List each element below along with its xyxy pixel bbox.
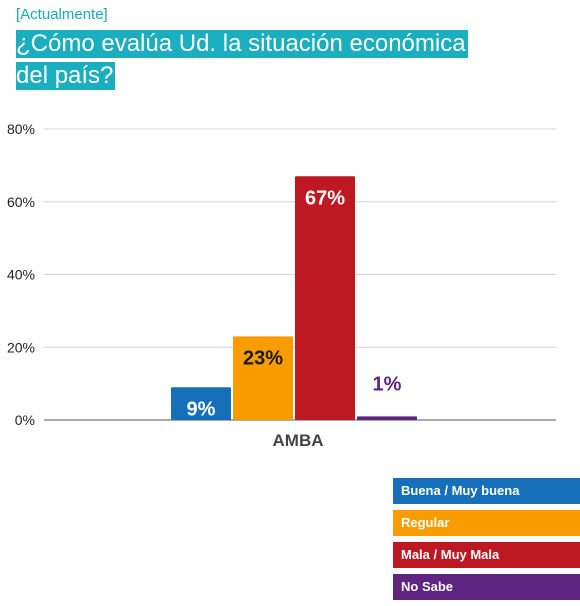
y-tick-label: 80% [7, 121, 35, 137]
bars [171, 176, 417, 420]
y-axis-tick-labels: 0% 20% 40% 60% 80% [7, 121, 35, 428]
legend-item-mala: Mala / Muy Mala [393, 542, 580, 568]
legend-item-buena: Buena / Muy buena [393, 478, 580, 504]
chart-title: ¿Cómo evalúa Ud. la situación económica … [16, 28, 476, 92]
bar-chart: 0% 20% 40% 60% 80% 9% 23% 67% 1% AMBA [7, 121, 556, 450]
chart-subtitle: [Actualmente] [16, 6, 108, 23]
bar [171, 387, 231, 420]
bar [233, 336, 293, 420]
data-label: 1% [373, 373, 402, 395]
x-category-label: AMBA [273, 431, 324, 450]
data-label: 23% [243, 347, 283, 369]
data-label: 9% [187, 398, 216, 420]
data-label: 67% [305, 187, 345, 209]
data-labels: 9% 23% 67% 1% [187, 187, 402, 420]
x-axis-category-labels: AMBA [273, 431, 324, 450]
legend: Buena / Muy buena Regular Mala / Muy Mal… [393, 478, 580, 606]
bar [295, 176, 355, 420]
legend-item-regular: Regular [393, 510, 580, 536]
bar [357, 416, 417, 420]
y-tick-label: 40% [7, 267, 35, 283]
legend-item-no-sabe: No Sabe [393, 574, 580, 600]
y-tick-label: 20% [7, 339, 35, 355]
y-tick-label: 60% [7, 194, 35, 210]
y-tick-label: 0% [15, 412, 35, 428]
